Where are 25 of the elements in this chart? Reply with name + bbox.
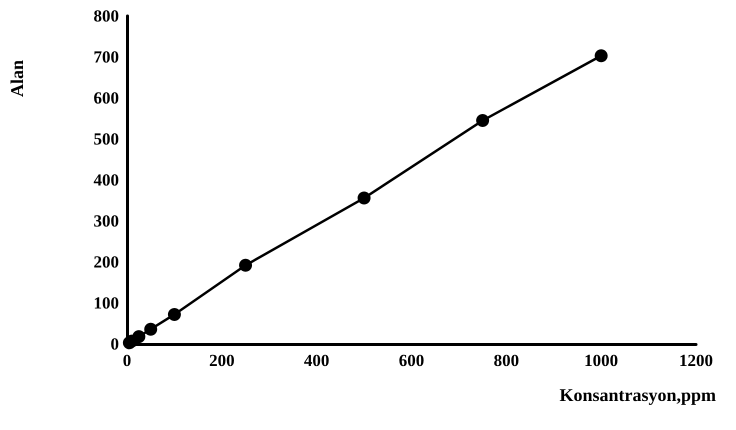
y-tick-label: 700 <box>94 48 119 66</box>
point <box>476 114 490 128</box>
x-tick-label: 400 <box>304 351 330 370</box>
x-tick-label: 600 <box>398 351 424 370</box>
point <box>132 330 146 344</box>
y-tick-label: 0 <box>110 334 119 354</box>
y-tick-label: 100 <box>94 294 119 312</box>
point <box>168 308 181 321</box>
point <box>239 258 252 272</box>
x-tick-label: 1200 <box>679 351 713 370</box>
y-axis-title: Alan <box>7 60 27 98</box>
y-tick-label: 500 <box>94 130 119 148</box>
point <box>358 192 371 205</box>
y-tick-label: 300 <box>94 212 119 230</box>
y-tick-label: 200 <box>94 252 119 272</box>
y-tick-label: 400 <box>94 170 119 190</box>
x-tick-label: 800 <box>494 351 520 370</box>
x-tick-label: 1000 <box>584 351 618 370</box>
y-tick-label: 800 <box>94 6 119 26</box>
x-tick-label: 200 <box>209 351 235 370</box>
point <box>144 322 158 336</box>
x-tick-label: 0 <box>122 351 132 370</box>
x-axis-title: Konsantrasyon,ppm <box>559 385 716 405</box>
point <box>594 49 608 62</box>
y-tick-label: 600 <box>94 88 119 108</box>
